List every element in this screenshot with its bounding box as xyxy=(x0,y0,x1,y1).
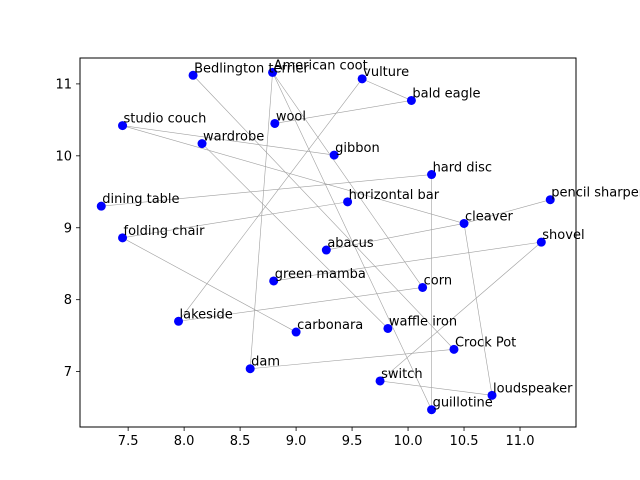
edge-line xyxy=(463,199,551,224)
point-label: folding chair xyxy=(124,224,206,239)
data-point xyxy=(270,118,280,128)
point-label: guillotine xyxy=(433,396,493,411)
edge-line xyxy=(250,349,454,370)
data-point xyxy=(459,218,469,228)
data-point xyxy=(96,201,106,211)
point-label: dining table xyxy=(102,192,179,207)
x-tick-label: 9.0 xyxy=(286,434,307,449)
point-label: dam xyxy=(251,355,280,370)
x-tick-label: 8.5 xyxy=(230,434,251,449)
edge-line xyxy=(272,72,432,410)
point-label: waffle iron xyxy=(389,314,457,329)
data-point xyxy=(118,121,128,131)
point-label: bald eagle xyxy=(412,86,480,101)
data-point xyxy=(343,197,353,207)
data-point xyxy=(321,245,331,255)
x-axis-ticks: 7.5 8.0 8.5 9.0 9.5 10.0 10.5 11.0 xyxy=(118,427,535,449)
point-label: pencil sharpener xyxy=(551,186,640,201)
edge-line xyxy=(274,100,412,124)
data-point xyxy=(449,344,459,354)
edge-line xyxy=(463,223,493,396)
point-label: vulture xyxy=(363,65,409,80)
data-point xyxy=(329,150,339,160)
data-point xyxy=(268,67,278,77)
point-label: switch xyxy=(381,367,423,382)
data-point xyxy=(197,139,207,149)
data-point xyxy=(174,316,184,326)
y-tick-label: 10 xyxy=(55,149,72,164)
data-point xyxy=(188,70,198,80)
data-point xyxy=(118,233,128,243)
point-label: green mamba xyxy=(275,267,366,282)
point-label: hard disc xyxy=(433,161,493,176)
data-point xyxy=(418,282,428,292)
point-label: gibbon xyxy=(335,141,380,156)
y-tick-label: 7 xyxy=(64,365,72,380)
edge-line xyxy=(122,201,348,239)
plot-area-frame xyxy=(79,57,577,428)
edge-line xyxy=(380,380,493,396)
point-label: horizontal bar xyxy=(349,188,440,203)
data-point xyxy=(536,237,546,247)
y-tick-label: 9 xyxy=(64,221,72,236)
data-point xyxy=(406,95,416,105)
data-point xyxy=(545,195,555,205)
point-label: wool xyxy=(276,109,306,124)
point-label: wardrobe xyxy=(203,130,264,145)
point-label: loudspeaker xyxy=(493,381,573,396)
y-tick-label: 8 xyxy=(64,293,72,308)
x-tick-label: 10.0 xyxy=(394,434,423,449)
y-tick-label: 11 xyxy=(55,77,72,92)
edge-line xyxy=(362,78,412,101)
data-point xyxy=(269,276,279,286)
edge-line xyxy=(273,241,542,282)
point-label: corn xyxy=(424,273,452,288)
edges-layer xyxy=(101,72,551,410)
point-label: studio couch xyxy=(124,112,207,127)
edge-line xyxy=(249,72,273,369)
point-label: Crock Pot xyxy=(455,335,516,350)
point-label: shovel xyxy=(542,228,584,243)
x-tick-label: 9.5 xyxy=(342,434,363,449)
edge-line xyxy=(326,223,465,251)
edge-line xyxy=(122,125,465,224)
points-layer xyxy=(96,67,555,415)
edge-line xyxy=(101,174,432,207)
edge-line xyxy=(379,241,542,382)
point-label: Bedlington terrier xyxy=(194,61,309,76)
edge-line xyxy=(201,143,389,329)
edge-line xyxy=(122,237,297,333)
x-tick-label: 7.5 xyxy=(118,434,139,449)
data-point xyxy=(487,390,497,400)
edge-line xyxy=(178,287,423,322)
point-label: cleaver xyxy=(465,209,513,224)
edge-line xyxy=(122,125,335,156)
x-tick-label: 10.5 xyxy=(450,434,479,449)
data-point xyxy=(375,376,385,386)
edge-line xyxy=(178,78,363,322)
point-label: lakeside xyxy=(180,307,233,322)
data-point xyxy=(245,364,255,374)
edge-line xyxy=(272,72,423,288)
x-tick-label: 8.0 xyxy=(174,434,195,449)
point-label: abacus xyxy=(327,236,374,251)
data-point xyxy=(291,327,301,337)
y-axis-ticks: 7 8 9 10 11 xyxy=(55,77,80,380)
data-point xyxy=(427,170,437,180)
point-label: American coot xyxy=(274,58,368,73)
data-point xyxy=(383,323,393,333)
data-point xyxy=(357,74,367,84)
x-tick-label: 11.0 xyxy=(506,434,535,449)
data-point xyxy=(427,405,437,415)
edge-line xyxy=(192,75,455,350)
point-label: carbonara xyxy=(297,318,363,333)
